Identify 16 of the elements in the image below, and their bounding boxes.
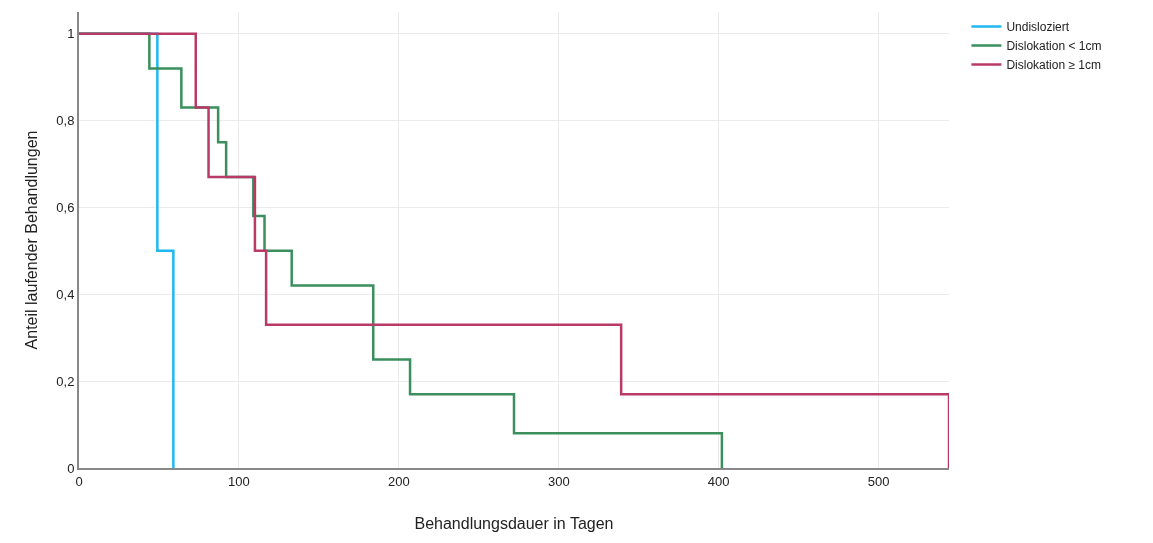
x-tick-label: 100: [228, 473, 250, 489]
y-tick-label: 0,4: [56, 286, 75, 302]
y-axis-title: Anteil laufender Behandlungen: [22, 130, 40, 350]
legend-label: Dislokation < 1cm: [1006, 39, 1102, 54]
y-tick-label: 1: [67, 26, 75, 42]
legend-label: Dislokation ≥ 1cm: [1006, 58, 1102, 73]
y-tick-label: 0,8: [56, 113, 75, 129]
x-tick-label: 500: [867, 473, 890, 489]
x-tick-label: 300: [547, 473, 570, 489]
x-tick-label: 200: [388, 473, 410, 489]
x-tick-label: 400: [707, 473, 730, 489]
y-tick-label: 0: [67, 460, 75, 476]
y-tick-label: 0,2: [56, 373, 75, 389]
legend-label: Undisloziert: [1006, 20, 1070, 35]
x-axis-title: Behandlungsdauer in Tagen: [414, 514, 614, 532]
y-tick-label: 0,6: [56, 199, 75, 215]
